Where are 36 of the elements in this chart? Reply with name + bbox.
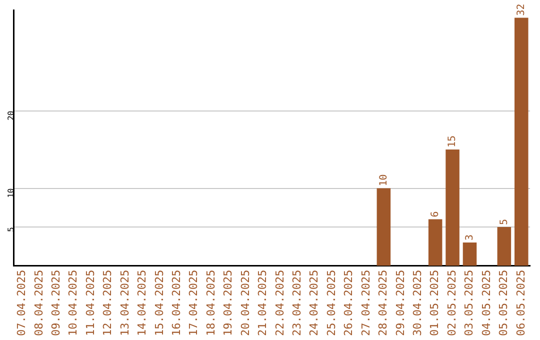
x-tick-label: 13.04.2025 (118, 270, 132, 336)
data-label: 3 (464, 234, 476, 241)
x-tick-label: 26.04.2025 (342, 270, 356, 336)
x-tick-label: 30.04.2025 (410, 270, 424, 336)
x-tick-label: 18.04.2025 (204, 270, 218, 336)
x-tick-label: 23.04.2025 (290, 270, 304, 336)
x-tick-label: 08.04.2025 (32, 270, 46, 336)
x-tick-label: 05.05.2025 (497, 270, 510, 336)
x-tick-label: 22.04.2025 (273, 270, 286, 336)
x-tick-label: 11.04.2025 (84, 270, 97, 336)
data-label: 10 (378, 174, 390, 186)
x-tick-label: 03.05.2025 (462, 270, 476, 336)
x-tick-label: 29.04.2025 (394, 270, 407, 336)
x-tick-label: 25.04.2025 (324, 270, 338, 336)
x-tick-label: 09.04.2025 (49, 270, 62, 336)
x-tick-label: 12.04.2025 (101, 270, 114, 336)
x-tick-label: 02.05.2025 (445, 270, 458, 336)
x-tick-label: 10.04.2025 (66, 270, 80, 336)
x-tick-label: 20.04.2025 (238, 270, 252, 336)
x-tick-label: 19.04.2025 (222, 270, 235, 336)
x-tick-label: 07.04.2025 (15, 270, 28, 336)
x-tick-label: 21.04.2025 (256, 270, 270, 336)
x-tick-label: 14.04.2025 (136, 270, 149, 336)
data-label: 15 (447, 135, 458, 148)
x-tick-label: 16.04.2025 (170, 270, 183, 336)
data-label: 6 (430, 211, 441, 218)
x-tick-label: 04.05.2025 (480, 270, 493, 336)
data-label: 5 (498, 218, 510, 226)
x-tick-label: 15.04.2025 (152, 270, 166, 336)
x-tick-label: 27.04.2025 (359, 270, 372, 336)
x-tick-label: 17.04.2025 (187, 270, 200, 336)
x-tick-label: 06.05.2025 (514, 270, 528, 336)
x-tick-label: 24.04.2025 (308, 270, 321, 336)
x-tick-label: 01.05.2025 (428, 270, 442, 336)
data-label: 32 (516, 4, 527, 16)
x-tick-label: 28.04.2025 (376, 270, 390, 336)
